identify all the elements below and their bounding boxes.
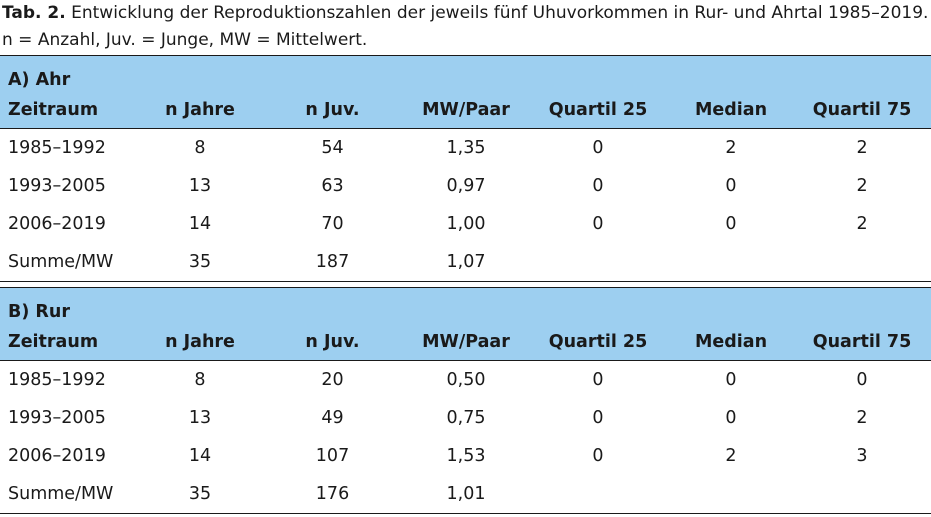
table-cell: 1,35 — [446, 138, 486, 158]
caption-legend: n = Anzahl, Juv. = Junge, MW = Mittelwer… — [2, 30, 368, 50]
table-cell: 49 — [321, 408, 344, 428]
table-cell — [793, 475, 931, 514]
table-cell: 1985–1992 — [8, 138, 106, 158]
column-header-row: Zeitraum n Jahre n Juv. MW/Paar Quartil … — [0, 92, 931, 129]
table-cell: 14 — [188, 214, 212, 234]
table-cell: 2 — [856, 408, 868, 428]
table-cell: 0 — [725, 214, 737, 234]
table-cell: 3 — [856, 446, 868, 466]
table-cell: 1993–2005 — [8, 408, 106, 428]
table-cell: 0,50 — [446, 370, 486, 390]
table-cell: 35 — [140, 475, 260, 514]
caption-label: Tab. 2. — [2, 3, 66, 23]
table-row: 2006–2019 14 107 1,53 0 2 3 — [0, 437, 931, 475]
column-header: MW/Paar — [405, 92, 527, 129]
table-cell: 0 — [725, 408, 737, 428]
table-cell: 8 — [194, 370, 206, 390]
section-header-row: A) Ahr — [0, 55, 931, 92]
table-cell: 0 — [592, 408, 604, 428]
table-caption: Tab. 2. Entwicklung der Reproduktionszah… — [2, 0, 931, 54]
section-title: A) Ahr — [0, 55, 931, 92]
table-cell: 70 — [321, 214, 344, 234]
table-cell: 2 — [725, 446, 737, 466]
section-header-row: B) Rur — [0, 287, 931, 324]
table-cell: 2 — [856, 214, 868, 234]
table-cell: 2 — [725, 138, 737, 158]
table-row: 1993–2005 13 63 0,97 0 0 2 — [0, 167, 931, 205]
table-row: 1985–1992 8 54 1,35 0 2 2 — [0, 129, 931, 168]
column-header: Quartil 25 — [527, 324, 669, 361]
table-cell: 0,97 — [446, 176, 486, 196]
table-cell: 13 — [188, 408, 212, 428]
table-cell: 176 — [260, 475, 405, 514]
table-row: 1985–1992 8 20 0,50 0 0 0 — [0, 361, 931, 400]
table-cell — [669, 243, 793, 282]
table-cell: 1,01 — [405, 475, 527, 514]
column-header: MW/Paar — [405, 324, 527, 361]
table-cell: 2006–2019 — [8, 446, 106, 466]
table-cell: Summe/MW — [0, 475, 140, 514]
table-cell: 0 — [592, 138, 604, 158]
table-cell: 20 — [321, 370, 344, 390]
column-header: n Juv. — [260, 92, 405, 129]
table-row: 1993–2005 13 49 0,75 0 0 2 — [0, 399, 931, 437]
caption-text: Entwicklung der Reproduktionszahlen der … — [65, 3, 929, 23]
table-cell: 8 — [194, 138, 206, 158]
table-cell: 35 — [140, 243, 260, 282]
table-row: 2006–2019 14 70 1,00 0 0 2 — [0, 205, 931, 243]
table-cell — [527, 475, 669, 514]
column-header: Quartil 25 — [527, 92, 669, 129]
table-cell: 0 — [856, 370, 868, 390]
table-cell: 0 — [725, 176, 737, 196]
table-cell: 1,07 — [405, 243, 527, 282]
table-cell: 1993–2005 — [8, 176, 106, 196]
table-cell: 13 — [188, 176, 212, 196]
section-title: B) Rur — [0, 287, 931, 324]
column-header: Median — [669, 92, 793, 129]
column-header: n Jahre — [140, 324, 260, 361]
column-header: Quartil 75 — [793, 324, 931, 361]
table-section-rur: B) Rur Zeitraum n Jahre n Juv. MW/Paar Q… — [0, 287, 931, 514]
table-cell: 0 — [592, 214, 604, 234]
table-cell — [527, 243, 669, 282]
column-header: Zeitraum — [0, 324, 140, 361]
table-cell: 1985–1992 — [8, 370, 106, 390]
summary-row: Summe/MW 35 176 1,01 — [0, 475, 931, 514]
table-cell: 1,53 — [446, 446, 486, 466]
table-cell: 0 — [725, 370, 737, 390]
table-cell: 54 — [321, 138, 344, 158]
column-header: Quartil 75 — [793, 92, 931, 129]
column-header: Median — [669, 324, 793, 361]
table-cell — [669, 475, 793, 514]
column-header: n Jahre — [140, 92, 260, 129]
table-cell: 1,00 — [446, 214, 486, 234]
table-cell: 2006–2019 — [8, 214, 106, 234]
column-header-row: Zeitraum n Jahre n Juv. MW/Paar Quartil … — [0, 324, 931, 361]
table-cell: 63 — [321, 176, 344, 196]
table-cell: 187 — [260, 243, 405, 282]
table-cell: Summe/MW — [0, 243, 140, 282]
table-cell: 2 — [856, 176, 868, 196]
table-cell: 0 — [592, 176, 604, 196]
summary-row: Summe/MW 35 187 1,07 — [0, 243, 931, 282]
column-header: n Juv. — [260, 324, 405, 361]
table-cell: 107 — [315, 446, 350, 466]
column-header: Zeitraum — [0, 92, 140, 129]
table-cell — [793, 243, 931, 282]
table-cell: 0 — [592, 370, 604, 390]
table-cell: 0,75 — [446, 408, 486, 428]
table-section-ahr: A) Ahr Zeitraum n Jahre n Juv. MW/Paar Q… — [0, 55, 931, 282]
table-cell: 14 — [188, 446, 212, 466]
table-cell: 0 — [592, 446, 604, 466]
table-cell: 2 — [856, 138, 868, 158]
